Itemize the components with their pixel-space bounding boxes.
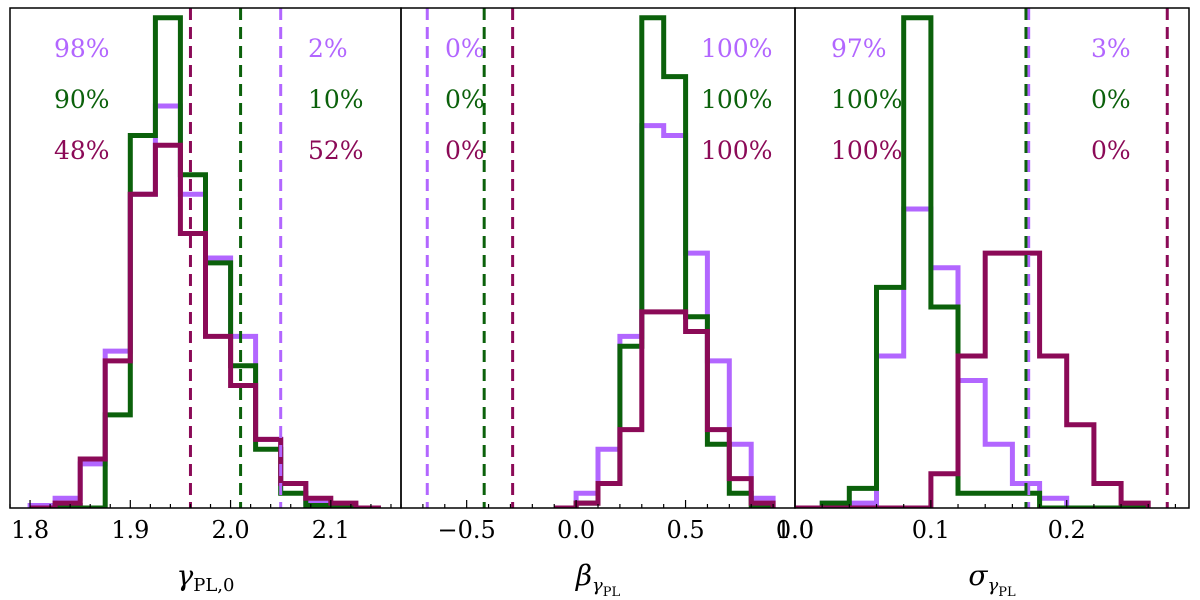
percent-right-3: 52% <box>308 136 364 165</box>
percent-left-2: 0% <box>445 85 485 114</box>
percent-right-2: 10% <box>308 85 364 114</box>
histogram-green <box>30 15 381 508</box>
x-tick-label: 1.0 <box>776 516 814 544</box>
histogram-lavender <box>554 123 776 508</box>
panel-plot-area <box>795 8 1169 508</box>
panel-1: 1.8 1.9 2.0 2.1 γPL,0 98% 90% 48% 2% 10% 52% <box>9 7 402 596</box>
percent-left-3: 100% <box>831 136 902 165</box>
x-axis-label-subsub: PL <box>998 585 1016 600</box>
x-axis-label-sub: PL,0 <box>193 575 234 596</box>
percent-right-1: 3% <box>1091 34 1131 63</box>
percent-left-1: 0% <box>445 34 485 63</box>
histogram-magenta <box>554 309 776 508</box>
percent-left-2: 100% <box>831 85 902 114</box>
x-tick-label: −0.5 <box>438 516 496 544</box>
histogram-magenta <box>795 250 1151 508</box>
panel-plot-area <box>425 8 776 508</box>
histogram-magenta <box>30 142 381 508</box>
percent-right-3: 0% <box>1091 136 1131 165</box>
x-tick-label: 0.5 <box>666 516 704 544</box>
percent-right-2: 100% <box>701 85 772 114</box>
x-axis-label: σγPL <box>968 559 1016 600</box>
x-tick-label: 0.1 <box>912 516 950 544</box>
percent-left-1: 98% <box>54 34 110 63</box>
x-tick-label: 1.8 <box>11 516 49 544</box>
percent-left-1: 97% <box>831 34 887 63</box>
percent-right-1: 100% <box>701 34 772 63</box>
percent-right-1: 2% <box>308 34 348 63</box>
x-axis-label-main: β <box>575 559 592 592</box>
x-axis-label-subsub: PL <box>603 585 621 600</box>
panel-3: 0.0 0.1 0.2 σγPL 97% 100% 100% 3% 0% 0% <box>776 7 1190 600</box>
panel-frame <box>794 7 1190 509</box>
x-tick-label: 2.1 <box>312 516 350 544</box>
x-axis-label-sub: γ <box>987 575 998 596</box>
x-axis-label-main: γ <box>177 559 194 592</box>
x-axis-label: γPL,0 <box>177 559 235 596</box>
x-tick-label: 0.0 <box>776 516 814 544</box>
percent-left-3: 48% <box>54 136 110 165</box>
x-axis-label: βγPL <box>575 559 621 600</box>
panel-2: −0.5 0.0 0.5 1.0 βγPL 0% 0% 0% 100% 100% 100% <box>400 7 814 600</box>
percent-left-2: 90% <box>54 85 110 114</box>
panel-plot-area <box>27 8 381 508</box>
histogram-green <box>795 15 1149 508</box>
percent-left-3: 0% <box>445 136 485 165</box>
x-tick-label: 0.0 <box>557 516 595 544</box>
percent-right-2: 0% <box>1091 85 1131 114</box>
x-axis-label-main: σ <box>968 559 988 592</box>
x-tick-label: 2.0 <box>211 516 249 544</box>
x-axis-label-sub: γ <box>592 575 603 596</box>
x-tick-label: 1.9 <box>111 516 149 544</box>
percent-right-3: 100% <box>701 136 772 165</box>
x-tick-label: 0.2 <box>1048 516 1086 544</box>
